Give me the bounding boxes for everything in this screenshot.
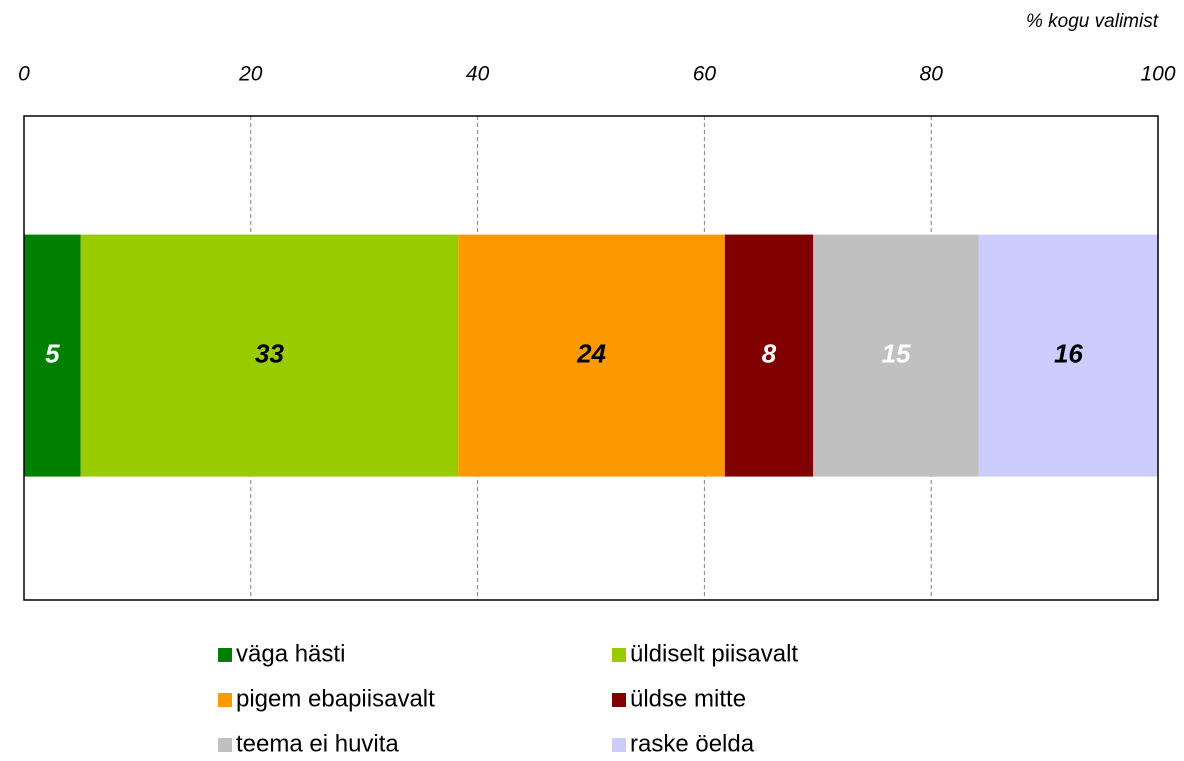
x-tick-label: 20 — [238, 63, 263, 86]
bar-segment — [80, 234, 459, 477]
data-label: 24 — [576, 338, 606, 368]
bar-segment — [24, 234, 81, 477]
legend-swatch — [612, 738, 626, 752]
legend-label: raske öelda — [630, 730, 755, 757]
legend-swatch — [612, 693, 626, 707]
bar-segment — [458, 234, 725, 477]
x-tick-label: 60 — [693, 63, 717, 86]
data-label: 16 — [1054, 338, 1083, 368]
legend-label: pigem ebapiisavalt — [236, 685, 435, 712]
x-tick-label: 40 — [466, 63, 490, 86]
x-tick-label: 100 — [1140, 63, 1175, 86]
legend-label: väga hästi — [236, 640, 345, 667]
legend-swatch — [218, 693, 232, 707]
data-label: 33 — [255, 338, 284, 368]
bar-segment — [724, 234, 814, 477]
legend-label: üldiselt piisavalt — [630, 640, 798, 667]
data-label: 5 — [45, 338, 60, 368]
legend-label: üldse mitte — [630, 685, 746, 712]
legend-swatch — [218, 738, 232, 752]
data-label: 15 — [882, 338, 911, 368]
data-label: 8 — [762, 338, 777, 368]
legend-swatch — [218, 648, 232, 662]
plot-frame — [23, 115, 1159, 601]
x-tick-label: 0 — [18, 63, 30, 86]
legend-label: teema ei huvita — [236, 730, 399, 757]
axis-title: % kogu valimist — [1026, 11, 1159, 32]
legend-swatch — [612, 648, 626, 662]
bar-segment — [978, 234, 1158, 477]
x-tick-label: 80 — [920, 63, 944, 86]
bar-segment — [813, 234, 979, 477]
